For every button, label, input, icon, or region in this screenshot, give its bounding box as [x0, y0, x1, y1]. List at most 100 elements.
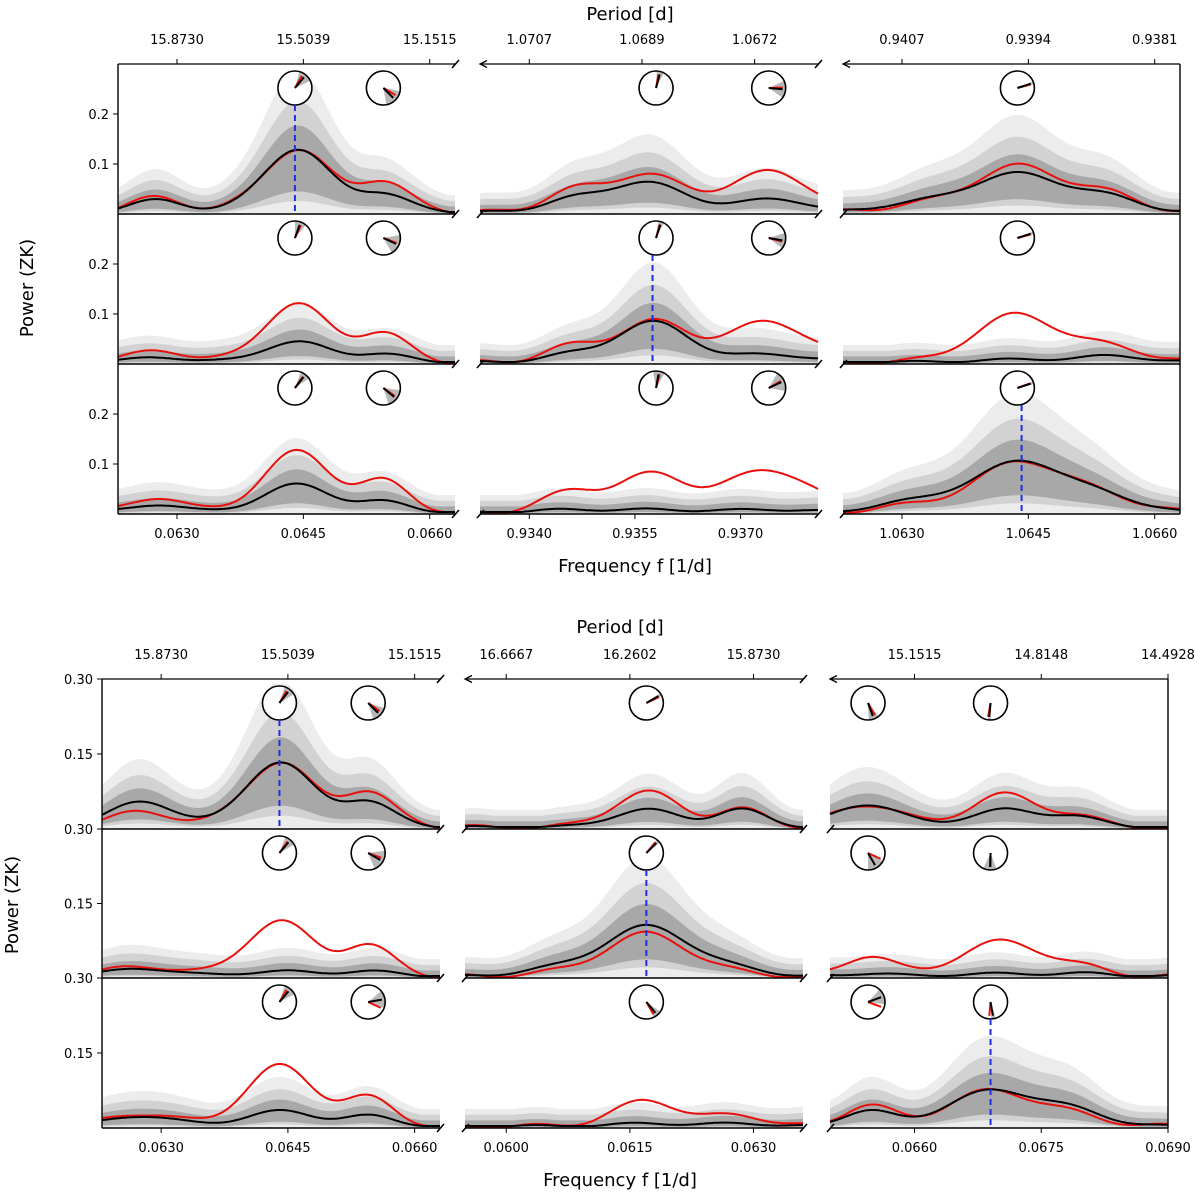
axis-break-mark	[826, 973, 835, 983]
dial-rim	[972, 835, 1009, 871]
periodogram-panel	[476, 220, 823, 369]
mean-phase-hand	[867, 996, 882, 1003]
axis-break-mark	[826, 824, 835, 834]
mean-phase-hand	[278, 990, 290, 1003]
phase-dial	[972, 685, 1009, 721]
confidence-band-inner	[830, 1072, 1168, 1127]
confidence-band-inner	[102, 737, 440, 829]
mean-phase-hand	[382, 237, 397, 245]
phase-dial	[277, 220, 313, 256]
frequency-tick-label: 0.9370	[718, 527, 764, 542]
frequency-tick-label: 0.0690	[1145, 1141, 1191, 1156]
period-axis: 15.8730 15.5039 15.1515	[102, 648, 445, 684]
observed-power-line	[843, 162, 1181, 212]
frequency-axis: 0.0630 0.0645 0.0660	[154, 514, 452, 542]
frequency-tick-label: 0.0615	[607, 1141, 653, 1156]
dial-rim	[350, 835, 386, 871]
phase-dial	[999, 220, 1036, 256]
bottom-figure-frequency-label: Frequency f [1/d]	[543, 1170, 697, 1191]
power-tick-label: 0.2	[88, 108, 109, 123]
periodogram-panel	[461, 835, 808, 983]
axis-break-mark	[461, 824, 470, 834]
periodogram-panel	[826, 685, 1169, 834]
axis-break-mark	[461, 1123, 470, 1133]
frequency-tick-label: 0.0660	[392, 1141, 438, 1156]
mean-phase-hand	[382, 87, 394, 99]
period-axis: 15.8730 15.5039 15.1515	[118, 33, 460, 69]
phase-dial	[638, 220, 674, 256]
period-tick-label: 16.6667	[479, 648, 533, 663]
periodogram-panel: 0.15 0.30	[64, 823, 445, 983]
phase-dial	[750, 220, 787, 256]
phase-dial	[972, 835, 1009, 871]
axis-break-mark	[839, 509, 848, 519]
dial-rim	[972, 685, 1009, 721]
frequency-tick-label: 0.9340	[507, 527, 553, 542]
phase-uncertainty-wedge	[368, 991, 386, 1008]
confidence-band-inner	[843, 439, 1180, 513]
mean-power-line	[101, 761, 440, 828]
phase-dial	[999, 370, 1036, 406]
axis-break-mark	[436, 824, 445, 834]
mean-power-line	[842, 354, 1180, 363]
mean-power-line	[479, 507, 818, 513]
axis-break-mark	[436, 973, 445, 983]
phase-dial	[628, 685, 665, 721]
period-tick-label: 1.0689	[619, 33, 665, 48]
mean-phase-hand	[367, 852, 381, 861]
dial-rim	[850, 984, 886, 1020]
axis-break-mark	[436, 674, 445, 684]
power-tick-label: 0.30	[64, 673, 93, 688]
phase-dial	[350, 685, 386, 721]
axis-break-mark	[451, 59, 460, 69]
phase-dial	[850, 835, 886, 871]
observed-power-line	[842, 311, 1181, 364]
dial-rim	[999, 370, 1036, 406]
period-tick-label: 14.8148	[1014, 648, 1068, 663]
period-axis: 15.1515 14.8148 14.4928	[828, 648, 1195, 684]
period-tick-label: 0.9381	[1132, 33, 1178, 48]
dial-rim	[750, 220, 787, 256]
confidence-band-inner	[465, 797, 803, 829]
frequency-tick-label: 1.0630	[879, 527, 925, 542]
phase-dial	[261, 984, 298, 1020]
confidence-band-inner	[465, 904, 803, 978]
observed-power-line	[479, 168, 819, 212]
mean-phase-hand	[768, 381, 782, 389]
mean-phase-hand	[1017, 82, 1031, 89]
periodogram-panel	[839, 370, 1181, 519]
observed-power-line	[829, 938, 1169, 978]
axis-arrow-left	[841, 59, 851, 69]
dial-rim	[261, 984, 298, 1020]
period-tick-label: 15.1515	[403, 33, 457, 48]
dial-rim	[365, 220, 402, 256]
axis-break-mark	[799, 824, 808, 834]
phase-dial	[638, 370, 674, 406]
frequency-tick-label: 0.0630	[731, 1141, 777, 1156]
mean-power-line	[479, 180, 819, 213]
power-tick-label: 0.15	[64, 748, 93, 763]
frequency-tick-label: 0.0645	[281, 527, 327, 542]
periodogram-panel	[826, 835, 1169, 983]
frequency-tick-label: 0.0660	[407, 527, 453, 542]
observed-power-line	[464, 930, 804, 978]
frequency-tick-label: 0.0630	[154, 527, 200, 542]
axis-break-mark	[476, 209, 485, 219]
confidence-band-inner	[118, 469, 455, 514]
phase-dial	[350, 835, 386, 871]
top-figure-power-label: Power (ZK)	[17, 239, 38, 337]
periodogram-panel	[476, 70, 823, 219]
observed-power-line	[101, 1062, 441, 1128]
period-tick-label: 15.8730	[150, 33, 204, 48]
phase-dial	[628, 835, 665, 871]
confidence-band-inner	[830, 793, 1168, 829]
phase-dial	[999, 70, 1036, 106]
mean-power-line	[830, 971, 1169, 977]
mean-phase-hand	[645, 842, 657, 854]
observed-phase-hand	[867, 1001, 882, 1008]
observed-power-line	[117, 448, 456, 513]
